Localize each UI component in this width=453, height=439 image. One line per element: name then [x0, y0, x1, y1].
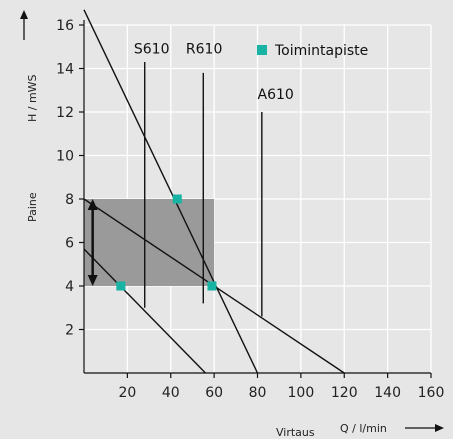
x-tick-label: 40 — [162, 385, 180, 401]
axis-arrows — [20, 10, 444, 432]
y-axis-title-left: Paine — [26, 192, 39, 222]
x-tick-label: 140 — [374, 385, 401, 401]
system-curve — [83, 248, 206, 374]
y-tick-label: 16 — [56, 18, 74, 34]
y-axis-title: H / mWS — [26, 74, 39, 122]
valve-labels: S610 R610 A610 — [134, 41, 294, 103]
y-axis-arrow-head — [20, 10, 28, 19]
y-tick-label: 2 — [65, 323, 74, 339]
x-tick-label: 160 — [418, 385, 445, 401]
x-tick-label: 120 — [331, 385, 358, 401]
grid — [84, 24, 432, 373]
x-tick-label: 100 — [288, 385, 315, 401]
operating-point — [116, 281, 126, 291]
points-layer — [116, 194, 217, 291]
x-axis-title: Q / l/min — [340, 422, 387, 435]
x-tick-label: 60 — [205, 385, 223, 401]
valve-label-r610: R610 — [186, 41, 222, 57]
y-tick-label: 10 — [56, 149, 74, 165]
legend: Toimintapiste — [257, 43, 368, 59]
system-curve — [83, 9, 259, 374]
legend-marker — [257, 45, 267, 55]
operating-point — [172, 194, 182, 204]
y-tick-label: 8 — [65, 192, 74, 208]
operating-point — [207, 281, 217, 291]
valve-label-s610: S610 — [134, 41, 170, 57]
axes-layer — [79, 20, 432, 378]
y-tick-labels: 2 4 6 8 10 12 14 16 — [56, 18, 74, 339]
legend-label: Toimintapiste — [274, 43, 368, 59]
arrow-head-up — [87, 199, 98, 210]
lines-layer — [83, 9, 345, 374]
x-tick-label: 20 — [118, 385, 136, 401]
x-axis-title-left: Virtaus — [276, 426, 315, 439]
x-tick-labels: 20 40 60 80 100 120 140 160 — [118, 385, 444, 401]
y-tick-label: 12 — [56, 105, 74, 121]
x-tick-label: 80 — [249, 385, 267, 401]
y-tick-label: 4 — [65, 279, 74, 295]
y-tick-label: 6 — [65, 236, 74, 252]
y-tick-label: 14 — [56, 62, 74, 78]
valve-label-a610: A610 — [258, 87, 294, 103]
arrow-head-down — [87, 275, 98, 286]
x-axis-arrow-head — [435, 424, 444, 432]
